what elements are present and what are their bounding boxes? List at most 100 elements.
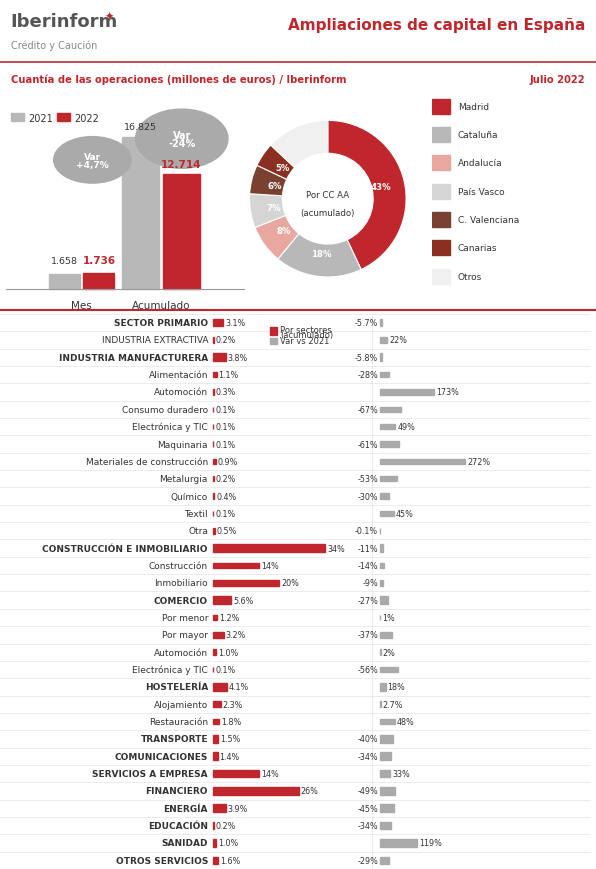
Text: Cataluña: Cataluña — [458, 131, 498, 140]
Text: FINANCIERO: FINANCIERO — [145, 786, 208, 795]
Text: -27%: -27% — [357, 596, 378, 605]
Text: 0.1%: 0.1% — [215, 509, 235, 518]
Text: 20%: 20% — [281, 579, 299, 587]
Text: 43%: 43% — [371, 183, 392, 192]
Text: Electrónica y TIC: Electrónica y TIC — [132, 665, 208, 674]
Bar — [213, 459, 216, 465]
Wedge shape — [328, 121, 406, 270]
Bar — [380, 476, 396, 482]
Text: ENERGÍA: ENERGÍA — [163, 804, 208, 813]
Bar — [432, 156, 450, 171]
Bar — [380, 494, 389, 500]
Bar — [213, 857, 218, 864]
Text: COMERCIO: COMERCIO — [154, 596, 208, 605]
Bar — [213, 719, 219, 725]
Text: País Vasco: País Vasco — [458, 188, 504, 196]
Bar — [380, 753, 390, 760]
Text: -29%: -29% — [357, 856, 378, 865]
Text: 45%: 45% — [396, 509, 414, 518]
Bar — [213, 735, 218, 743]
Bar — [83, 274, 114, 289]
Text: Electrónica y TIC: Electrónica y TIC — [132, 422, 208, 432]
Bar — [213, 753, 218, 760]
Text: 14%: 14% — [261, 561, 279, 570]
Text: Ampliaciones de capital en España: Ampliaciones de capital en España — [288, 18, 585, 33]
Text: Andalucía: Andalucía — [458, 159, 502, 169]
Ellipse shape — [136, 110, 228, 169]
Bar — [380, 424, 395, 430]
Text: 5%: 5% — [275, 164, 290, 173]
Text: 119%: 119% — [419, 839, 442, 847]
Bar — [213, 683, 226, 691]
Text: -14%: -14% — [358, 561, 378, 570]
Text: ✦: ✦ — [104, 11, 114, 22]
Bar — [213, 320, 224, 327]
Bar — [49, 275, 80, 289]
Bar — [213, 528, 215, 534]
Text: 4.1%: 4.1% — [228, 682, 249, 692]
Bar — [380, 857, 389, 864]
Bar — [380, 839, 417, 846]
Text: -30%: -30% — [358, 492, 378, 501]
Text: 3.2%: 3.2% — [225, 631, 246, 640]
Text: -56%: -56% — [357, 666, 378, 674]
Bar — [380, 580, 383, 586]
Text: 3.8%: 3.8% — [228, 354, 248, 362]
Bar — [380, 563, 384, 568]
Text: 7%: 7% — [266, 203, 281, 213]
Text: 0.1%: 0.1% — [215, 440, 235, 449]
Bar — [213, 580, 279, 586]
Text: 3.9%: 3.9% — [228, 804, 248, 813]
Text: COMUNICACIONES: COMUNICACIONES — [114, 752, 208, 761]
Text: 0.1%: 0.1% — [215, 405, 235, 415]
Bar — [380, 701, 381, 707]
Text: Por sectores: Por sectores — [280, 326, 332, 335]
Bar — [380, 597, 389, 604]
Bar — [380, 719, 395, 725]
Text: 2%: 2% — [383, 648, 396, 657]
Text: 173%: 173% — [436, 388, 459, 397]
Text: 18%: 18% — [387, 682, 405, 692]
Text: 1.5%: 1.5% — [220, 734, 240, 744]
Text: TRANSPORTE: TRANSPORTE — [141, 734, 208, 744]
Text: 0.4%: 0.4% — [216, 492, 237, 501]
Text: Iberinform: Iberinform — [11, 13, 118, 31]
Bar — [380, 320, 382, 327]
Text: Alimentación: Alimentación — [148, 371, 208, 380]
Bar — [380, 633, 392, 638]
Text: Mes: Mes — [72, 301, 92, 311]
Text: Construcción: Construcción — [149, 561, 208, 570]
Bar — [380, 667, 398, 673]
Bar — [380, 407, 401, 413]
Text: Var: Var — [84, 153, 101, 162]
Bar — [432, 213, 450, 228]
Bar — [213, 563, 259, 568]
Text: -45%: -45% — [357, 804, 378, 813]
Bar — [11, 114, 24, 122]
Text: -34%: -34% — [358, 821, 378, 830]
Bar — [432, 184, 450, 200]
Bar — [380, 683, 386, 691]
Text: -53%: -53% — [357, 474, 378, 484]
Text: 2022: 2022 — [74, 114, 100, 123]
Text: Var: Var — [173, 130, 191, 141]
Text: -34%: -34% — [358, 752, 378, 761]
Text: Maquinaria: Maquinaria — [157, 440, 208, 449]
Text: HOSTELERÍA: HOSTELERÍA — [145, 682, 208, 692]
Text: -67%: -67% — [357, 405, 378, 415]
Text: 2021: 2021 — [29, 114, 54, 123]
Bar — [57, 114, 70, 122]
Text: 1.736: 1.736 — [82, 255, 116, 265]
Bar — [213, 633, 224, 638]
Bar — [432, 269, 450, 284]
Bar — [380, 511, 394, 516]
Text: 0.5%: 0.5% — [217, 527, 237, 535]
Ellipse shape — [54, 137, 131, 184]
Text: 1.2%: 1.2% — [219, 614, 240, 622]
Text: OTROS SERVICIOS: OTROS SERVICIOS — [116, 856, 208, 865]
Bar — [213, 805, 226, 813]
Bar — [380, 822, 390, 830]
Bar — [213, 615, 217, 620]
Text: 26%: 26% — [300, 786, 318, 795]
Text: C. Valenciana: C. Valenciana — [458, 216, 519, 225]
